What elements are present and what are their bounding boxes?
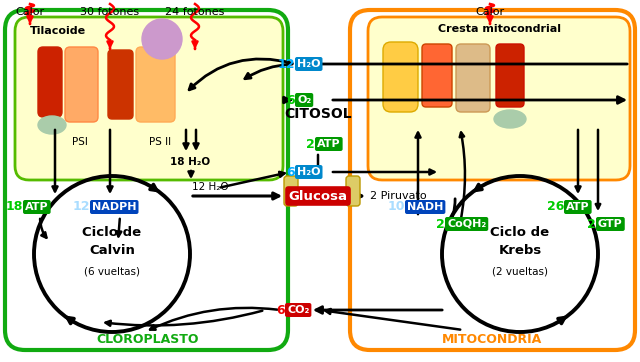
FancyBboxPatch shape xyxy=(383,42,418,112)
Text: O₂: O₂ xyxy=(297,95,311,105)
Text: Calor: Calor xyxy=(476,7,504,17)
Text: PSI: PSI xyxy=(72,137,88,147)
Text: 12: 12 xyxy=(72,201,90,214)
Text: NADH: NADH xyxy=(407,202,444,212)
Text: 2: 2 xyxy=(436,218,445,231)
FancyBboxPatch shape xyxy=(284,176,298,206)
Text: ATP: ATP xyxy=(317,139,340,149)
FancyBboxPatch shape xyxy=(136,47,175,122)
FancyBboxPatch shape xyxy=(15,17,283,180)
Text: 6: 6 xyxy=(286,165,295,178)
Text: NADPH: NADPH xyxy=(92,202,136,212)
FancyBboxPatch shape xyxy=(456,44,490,112)
Text: 18: 18 xyxy=(6,201,23,214)
Text: 6: 6 xyxy=(276,303,285,316)
FancyBboxPatch shape xyxy=(346,176,360,206)
Text: ATP: ATP xyxy=(25,202,49,212)
Text: 2: 2 xyxy=(307,138,315,151)
Text: PS II: PS II xyxy=(149,137,171,147)
Text: 6: 6 xyxy=(286,93,295,106)
Text: 2: 2 xyxy=(588,218,596,231)
Text: H₂O: H₂O xyxy=(297,59,321,69)
FancyBboxPatch shape xyxy=(422,44,452,107)
Ellipse shape xyxy=(494,110,526,128)
Text: Glucosa: Glucosa xyxy=(289,189,348,202)
Text: (2 vueltas): (2 vueltas) xyxy=(492,267,548,277)
Text: MITOCONDRIA: MITOCONDRIA xyxy=(442,333,542,346)
Text: 12 H₂O: 12 H₂O xyxy=(192,182,228,192)
Circle shape xyxy=(142,19,182,59)
Text: Ciclo de: Ciclo de xyxy=(490,226,550,239)
Text: 12: 12 xyxy=(278,58,295,71)
FancyBboxPatch shape xyxy=(108,50,133,119)
FancyBboxPatch shape xyxy=(350,10,635,350)
Text: CoQH₂: CoQH₂ xyxy=(447,219,486,229)
FancyBboxPatch shape xyxy=(65,47,98,122)
Ellipse shape xyxy=(38,116,66,134)
Text: Ciclo de: Ciclo de xyxy=(83,226,141,239)
Text: Calvin: Calvin xyxy=(89,244,135,257)
Text: 10: 10 xyxy=(387,201,405,214)
Text: 2 Piruvato: 2 Piruvato xyxy=(370,191,427,201)
FancyBboxPatch shape xyxy=(38,47,62,117)
Text: Krebs: Krebs xyxy=(499,244,541,257)
Text: Calor: Calor xyxy=(15,7,45,17)
FancyBboxPatch shape xyxy=(496,44,524,107)
Text: CLOROPLASTO: CLOROPLASTO xyxy=(97,333,199,346)
Text: (6 vueltas): (6 vueltas) xyxy=(84,267,140,277)
FancyBboxPatch shape xyxy=(368,17,630,180)
Text: CITOSOL: CITOSOL xyxy=(284,107,352,121)
Text: GTP: GTP xyxy=(598,219,623,229)
Text: CO₂: CO₂ xyxy=(287,305,309,315)
Text: 18 H₂O: 18 H₂O xyxy=(170,157,210,167)
Text: ATP: ATP xyxy=(566,202,589,212)
FancyBboxPatch shape xyxy=(5,10,288,350)
Text: 30 fotones: 30 fotones xyxy=(81,7,140,17)
Text: 24 fotones: 24 fotones xyxy=(165,7,225,17)
Text: H₂O: H₂O xyxy=(297,167,321,177)
Text: Cresta mitocondrial: Cresta mitocondrial xyxy=(438,24,561,34)
Text: Tilacoide: Tilacoide xyxy=(30,26,86,36)
Text: 26: 26 xyxy=(547,201,564,214)
